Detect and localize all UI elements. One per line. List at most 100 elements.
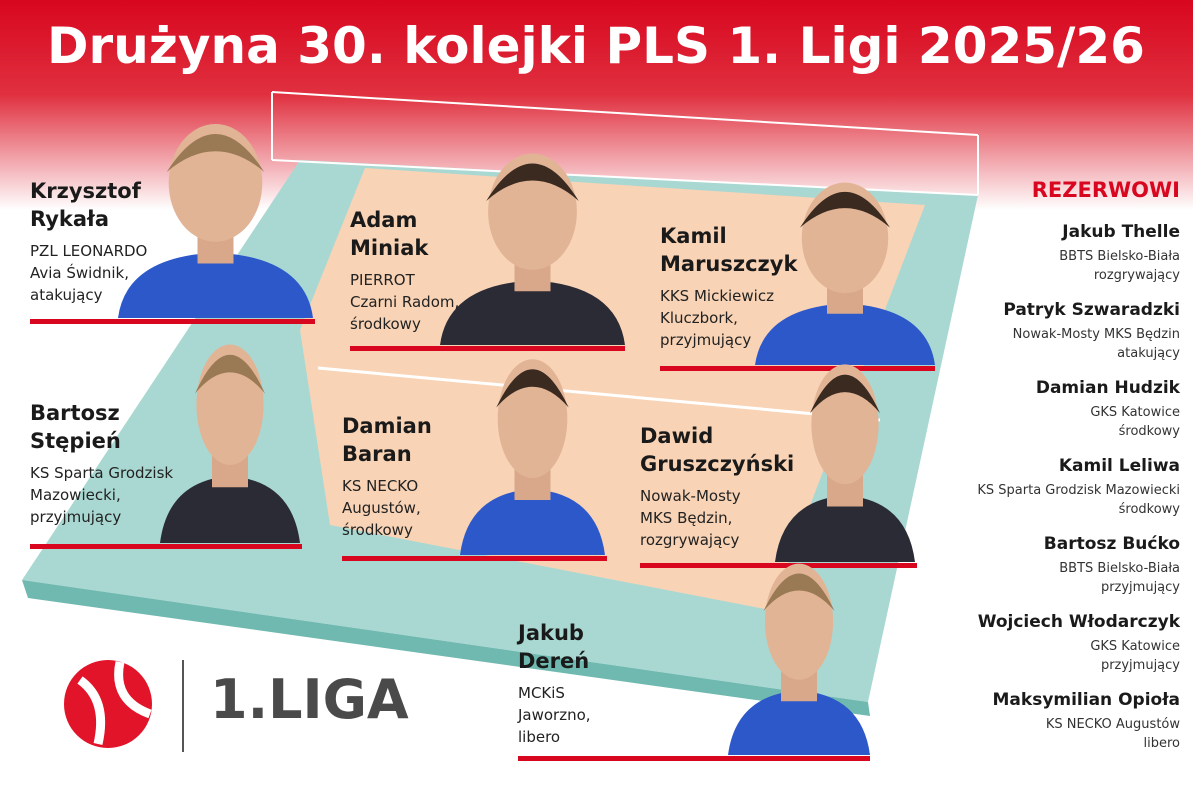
player-info: atakujący — [30, 286, 103, 304]
player-info: MCKiS — [518, 684, 565, 702]
player-info: Jaworzno, — [517, 706, 591, 724]
player-bar — [640, 563, 917, 568]
player-shirt — [775, 495, 915, 562]
player-info: przyjmujący — [660, 331, 751, 349]
court-line — [317, 366, 881, 422]
player-info: MKS Będzin, — [640, 509, 732, 527]
player-hair — [166, 133, 265, 172]
logo-text: 1.LIGA — [210, 668, 409, 731]
player-info: środkowy — [350, 315, 421, 333]
reserves: Jakub Thelle BBTS Bielsko-Biała rozgrywają… — [977, 222, 1180, 751]
reserve-name: Kamil Leliwa — [1059, 456, 1180, 476]
player-shirt — [160, 476, 300, 543]
player-name: Maruszczyk — [660, 252, 798, 276]
player: Damian Baran KS NECKO Augustów, środkowy — [342, 359, 607, 561]
player-info: Mazowiecki, — [30, 486, 121, 504]
player-info: libero — [518, 728, 560, 746]
player-info: PIERROT — [350, 271, 416, 289]
player: Adam Miniak PIERROT Czarni Radom, środkowy — [350, 153, 625, 351]
player-shirt — [118, 252, 313, 318]
player-info: KS NECKO — [342, 477, 418, 495]
player-name: Rykała — [30, 207, 109, 231]
reserve-name: Jakub Thelle — [1061, 222, 1180, 242]
title: Drużyna 30. kolejki PLS 1. Ligi 2025/26 — [47, 17, 1145, 75]
reserve: Wojciech Włodarczyk GKS Katowice przyjmują… — [978, 612, 1181, 673]
reserve-name: Damian Hudzik — [1036, 378, 1181, 398]
court-edge — [22, 580, 870, 716]
player-info: Augustów, — [342, 499, 421, 517]
player-info: KKS Mickiewicz — [660, 287, 774, 305]
player-hair — [195, 354, 265, 394]
reserve-position: środkowy — [1119, 502, 1181, 517]
reserve-position: libero — [1144, 736, 1181, 751]
reserve: Bartosz Bućko BBTS Bielsko-Biała przyjmują… — [1044, 534, 1181, 595]
player-hair — [800, 191, 890, 228]
player-info: PZL LEONARDO — [30, 242, 147, 260]
player: Dawid Gruszczyński Nowak-Mosty MKS Będzin, r… — [640, 364, 917, 568]
player: Kamil Maruszczyk KKS Mickiewicz Kluczbork, p… — [660, 182, 935, 371]
player-info: rozgrywający — [640, 531, 740, 549]
player-bar — [30, 319, 315, 324]
player-info: środkowy — [342, 521, 413, 539]
player-bar — [30, 544, 302, 549]
player-hair — [496, 369, 569, 408]
player: Krzysztof Rykała PZL LEONARDO Avia Świdnik,… — [30, 123, 315, 324]
player: Jakub Dereń MCKiS Jaworzno, libero — [516, 563, 870, 761]
player-name: Damian — [342, 414, 432, 438]
player-name: Dereń — [518, 649, 589, 673]
reserve: Jakub Thelle BBTS Bielsko-Biała rozgrywają… — [1059, 222, 1180, 283]
reserve-name: Patryk Szwaradzki — [1003, 300, 1180, 320]
player-shirt — [755, 303, 935, 365]
player-info: Czarni Radom, — [350, 293, 459, 311]
reserve-position: atakujący — [1117, 346, 1180, 361]
reserve-club: BBTS Bielsko-Biała — [1059, 249, 1180, 264]
reserve-club: GKS Katowice — [1090, 639, 1180, 654]
player-name: Bartosz — [30, 401, 120, 425]
reserve-club: KS Sparta Grodzisk Mazowiecki — [977, 483, 1180, 498]
reserve: Patryk Szwaradzki Nowak-Mosty MKS Będzin a… — [1003, 300, 1180, 361]
player-info: KS Sparta Grodzisk — [30, 464, 173, 482]
reserve-club: BBTS Bielsko-Biała — [1059, 561, 1180, 576]
player-name: Dawid — [640, 424, 713, 448]
player-name: Krzysztof — [30, 179, 142, 203]
reserves-title: REZERWOWI — [1032, 178, 1180, 202]
player-name: Stępień — [30, 429, 121, 453]
reserve: Maksymilian Opioła KS NECKO Augustów liber… — [993, 690, 1181, 751]
player-bar — [660, 366, 935, 371]
player-name: Jakub — [516, 621, 584, 645]
reserve-position: przyjmujący — [1101, 580, 1180, 595]
logo — [64, 660, 184, 752]
reserve-name: Bartosz Bućko — [1044, 534, 1180, 554]
reserve-name: Wojciech Włodarczyk — [978, 612, 1181, 632]
reserve-position: rozgrywający — [1094, 268, 1180, 283]
player-info: Kluczbork, — [660, 309, 738, 327]
player-name: Miniak — [350, 236, 429, 260]
player-bar — [518, 756, 870, 761]
reserve-club: GKS Katowice — [1090, 405, 1180, 420]
player: Bartosz Stępień KS Sparta Grodzisk Mazowiec… — [30, 344, 302, 549]
player-info: przyjmujący — [30, 508, 121, 526]
reserve: Damian Hudzik GKS Katowice środkowy — [1036, 378, 1181, 439]
player-hair — [810, 374, 880, 414]
player-name: Gruszczyński — [640, 452, 794, 476]
player-info: Nowak-Mosty — [640, 487, 741, 505]
reserve: Kamil Leliwa KS Sparta Grodzisk Mazowieck… — [977, 456, 1180, 517]
player-shirt — [440, 280, 625, 345]
court-inner — [300, 168, 925, 610]
player-shirt — [460, 489, 605, 555]
reserve-position: środkowy — [1119, 424, 1181, 439]
reserve-name: Maksymilian Opioła — [993, 690, 1181, 710]
player-info: Avia Świdnik, — [30, 263, 129, 282]
players: Krzysztof Rykała PZL LEONARDO Avia Świdnik,… — [30, 123, 935, 761]
player-bar — [342, 556, 607, 561]
reserve-club: KS NECKO Augustów — [1046, 717, 1181, 732]
player-hair — [486, 163, 579, 201]
player-name: Kamil — [660, 224, 727, 248]
player-hair — [763, 573, 835, 611]
player-name: Baran — [342, 442, 412, 466]
reserve-position: przyjmujący — [1101, 658, 1180, 673]
player-bar — [350, 346, 625, 351]
player-name: Adam — [350, 208, 417, 232]
